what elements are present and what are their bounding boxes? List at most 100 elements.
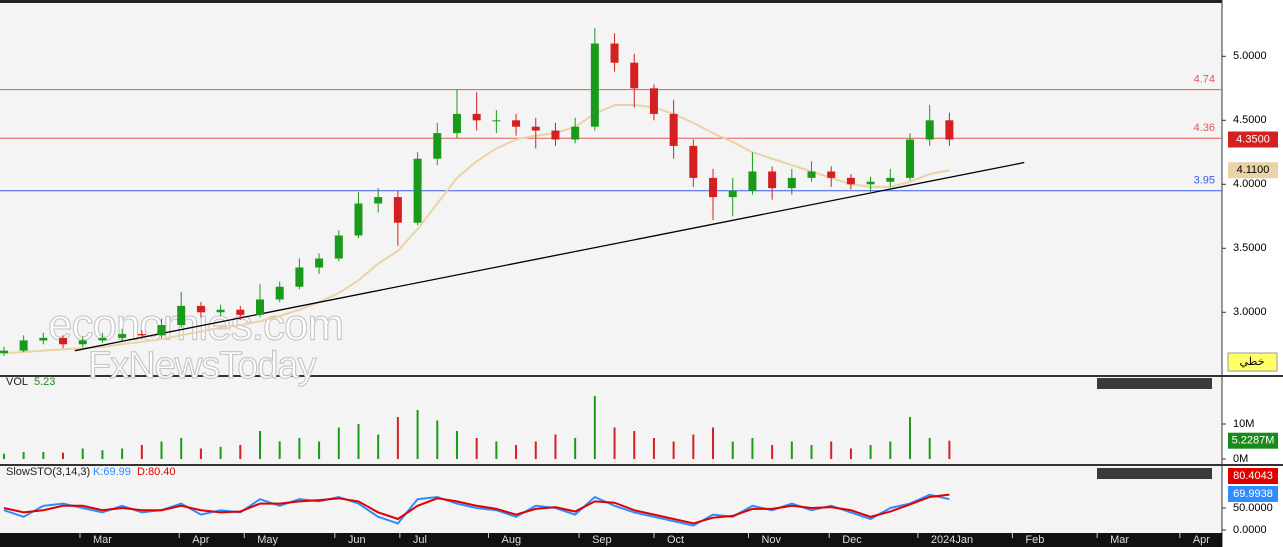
- candle-body: [413, 158, 422, 223]
- candle-body: [571, 126, 580, 140]
- candle-body: [630, 62, 639, 89]
- x-tick-label: 2024Jan: [931, 534, 973, 546]
- candle-body: [827, 171, 836, 178]
- volume-bar: [593, 396, 596, 459]
- x-tick-label: Aug: [501, 534, 521, 546]
- candle-body: [354, 203, 363, 236]
- volume-bar: [377, 434, 380, 459]
- level-label: 3.95: [1194, 175, 1215, 187]
- volume-bar: [455, 431, 458, 459]
- plot-background: [0, 0, 1222, 547]
- x-tick-label: Oct: [667, 534, 684, 546]
- candle-body: [393, 197, 402, 223]
- candle-body: [216, 309, 225, 313]
- price-tag-label: 4.3500: [1236, 133, 1270, 145]
- watermark: FxNewsToday: [88, 345, 317, 387]
- legend-d: D:80.40: [137, 466, 176, 478]
- y-tick-label: 4.0000: [1233, 178, 1267, 190]
- candle-body: [610, 43, 619, 63]
- candle-body: [472, 113, 481, 121]
- volume-bar: [790, 441, 793, 459]
- y-tick-label: 50.0000: [1233, 502, 1273, 514]
- volume-bar: [180, 438, 183, 459]
- x-tick-label: Sep: [592, 534, 612, 546]
- candle-body: [748, 171, 757, 191]
- volume-bar: [849, 448, 852, 459]
- volume-bar: [515, 445, 518, 459]
- volume-bar: [534, 441, 537, 459]
- candle-body: [709, 177, 718, 198]
- candle-body: [275, 286, 284, 300]
- volume-bar: [298, 438, 301, 459]
- candle-body: [315, 258, 324, 268]
- time-axis-bar: [0, 533, 1222, 547]
- volume-bar: [554, 434, 557, 459]
- volume-bar: [928, 438, 931, 459]
- candle-body: [78, 340, 87, 345]
- candle-body: [906, 139, 914, 178]
- watermark: economies.com: [48, 301, 343, 350]
- volume-bar: [692, 434, 695, 459]
- candle-body: [59, 337, 68, 345]
- candle-body: [945, 120, 954, 140]
- candle-body: [452, 113, 461, 134]
- candle-body: [334, 235, 343, 259]
- candle-body: [137, 334, 146, 336]
- price-tag: [1228, 468, 1278, 484]
- panel-toolbar[interactable]: [1097, 468, 1212, 479]
- trendline: [74, 161, 1025, 352]
- panel-value: 5.23: [34, 376, 55, 388]
- volume-bar: [62, 452, 65, 459]
- volume-bar: [396, 417, 399, 459]
- price-tag-label: 5.2287M: [1232, 435, 1275, 447]
- candle-body: [768, 171, 777, 189]
- volume-bar: [81, 448, 84, 459]
- candle-body: [512, 120, 521, 127]
- volume-bar: [712, 427, 715, 459]
- candle-body: [118, 334, 127, 338]
- candle-body: [256, 299, 264, 315]
- x-tick-label: Jul: [413, 534, 427, 546]
- volume-bar: [22, 452, 25, 459]
- level-label: 4.36: [1194, 122, 1215, 134]
- top-bar: [0, 0, 1222, 3]
- x-tick-label: Mar: [93, 534, 112, 546]
- candle-body: [236, 309, 245, 315]
- volume-bar: [672, 441, 675, 459]
- volume-bar: [909, 417, 911, 459]
- candle-body: [590, 43, 599, 127]
- y-tick-label: 5.0000: [1233, 50, 1267, 62]
- y-tick-label: 4.5000: [1233, 114, 1267, 126]
- candle-body: [866, 181, 875, 185]
- axis-background: [1222, 0, 1283, 547]
- candle-body: [531, 126, 540, 131]
- candle-body: [807, 171, 816, 178]
- volume-bar: [318, 441, 321, 459]
- badge[interactable]: خطي: [1240, 356, 1265, 368]
- volume-bar: [278, 441, 281, 459]
- candle-body: [669, 113, 678, 146]
- candle-body: [886, 177, 895, 182]
- price-tag-label: 69.9938: [1233, 488, 1273, 500]
- x-tick-label: Mar: [1110, 534, 1129, 546]
- y-tick-label: 3.5000: [1233, 242, 1267, 254]
- volume-bar: [199, 448, 202, 459]
- candle-body: [196, 305, 205, 313]
- x-tick-label: Nov: [761, 534, 781, 546]
- badge-box[interactable]: [1227, 352, 1278, 372]
- oscillator-line: [3, 493, 950, 525]
- x-tick-label: Jun: [348, 534, 366, 546]
- x-tick-label: May: [257, 534, 278, 546]
- candle-body: [39, 337, 48, 341]
- candle-body: [295, 267, 304, 287]
- candle-body: [0, 350, 8, 354]
- candle-body: [433, 133, 442, 159]
- panel-toolbar[interactable]: [1097, 378, 1212, 389]
- y-tick-label: 0.0000: [1233, 524, 1267, 536]
- volume-bar: [613, 427, 616, 459]
- candle-body: [157, 325, 166, 336]
- volume-bar: [574, 438, 577, 459]
- volume-bar: [140, 445, 143, 459]
- volume-bar: [2, 453, 5, 459]
- volume-bar: [869, 445, 872, 459]
